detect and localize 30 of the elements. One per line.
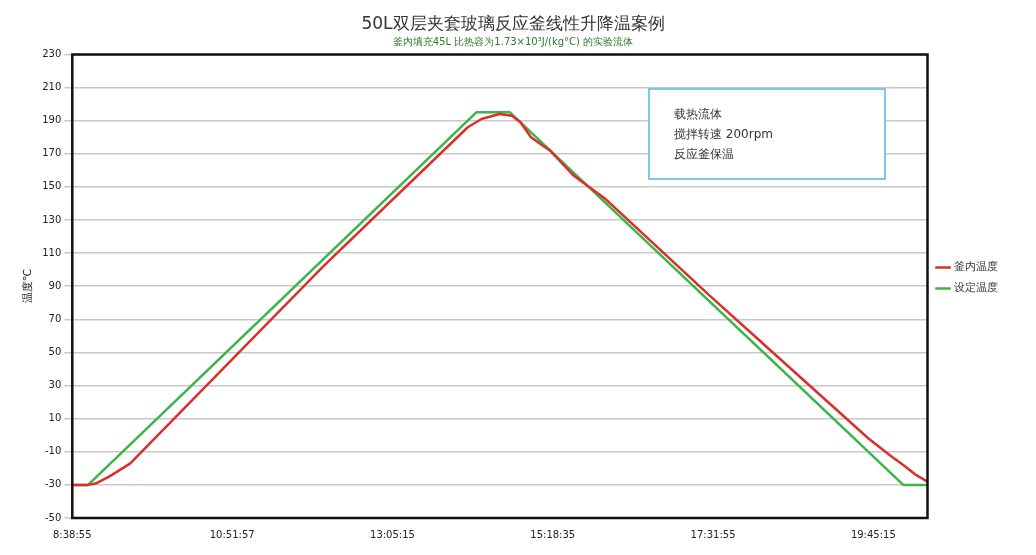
y-tick-label: 90 [48, 279, 62, 291]
y-tick-label: 190 [42, 114, 62, 126]
y-tick-label: 210 [42, 81, 62, 93]
legend-label: 釜内温度 [954, 260, 998, 274]
x-tick-label: 10:51:57 [209, 528, 255, 540]
x-tick-label: 8:38:55 [53, 528, 92, 540]
y-tick-label: 50 [48, 346, 62, 358]
y-tick-label: 130 [42, 213, 62, 225]
x-tick-label: 13:05:15 [370, 528, 415, 540]
y-tick-label: 150 [42, 180, 62, 192]
annotation: 搅拌转速 200rpm [674, 126, 774, 143]
annotation: 反应釜保温 [674, 146, 735, 163]
y-tick-label: -50 [44, 511, 62, 523]
y-axis-title: 温度℃ [21, 269, 35, 304]
y-tick-label: 230 [42, 47, 62, 59]
chart-subtitle: 釜内填充45L 比热容为1.73×10³J/(kg°C) 的实验流体 [392, 35, 634, 47]
x-tick-label: 15:18:35 [530, 528, 576, 540]
legend-label: 设定温度 [954, 281, 998, 295]
chart-title: 50L双层夹套玻璃反应釜线性升降温案例 [361, 12, 665, 33]
x-tick-label: 17:31:55 [690, 528, 736, 540]
y-tick-label: -10 [44, 445, 62, 457]
y-tick-label: 10 [48, 412, 62, 424]
y-tick-label: 30 [48, 379, 62, 391]
y-tick-label: -30 [44, 478, 62, 490]
y-tick-label: 170 [42, 147, 62, 159]
annotation: 载热流体 [674, 106, 723, 123]
y-tick-label: 110 [42, 246, 62, 258]
x-tick-label: 19:45:15 [850, 528, 896, 540]
text-box: 载热流体 搅拌转速 200rpm 反应釜保温 [648, 88, 886, 180]
y-tick-label: 70 [48, 312, 62, 324]
